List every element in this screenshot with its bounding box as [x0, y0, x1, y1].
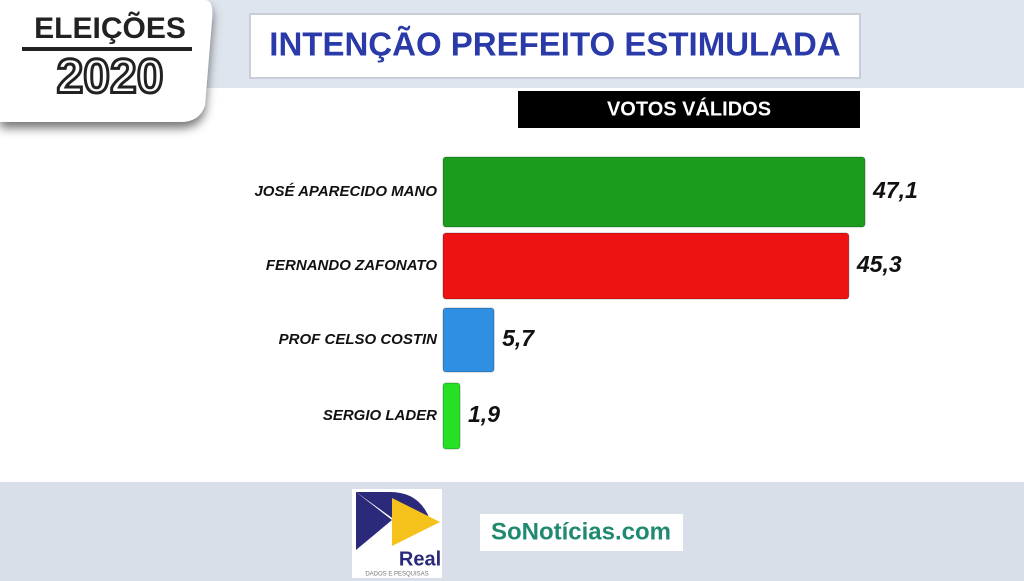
chart-title: INTENÇÃO PREFEITO ESTIMULADA: [269, 26, 840, 63]
badge: [0, 0, 213, 122]
badge-rule: [22, 47, 192, 51]
title-box: [249, 13, 861, 79]
bar: [442, 382, 461, 450]
badge-top: ELEIÇÕES: [34, 11, 186, 45]
subtitle-box: [518, 91, 860, 128]
subtitle: VOTOS VÁLIDOS: [607, 97, 771, 120]
bar: [442, 232, 850, 300]
pollster-tagline: DADOS E PESQUISAS: [365, 572, 428, 578]
badge-bottom: 2020: [57, 51, 164, 104]
logo-shape: [356, 492, 392, 550]
category-label: PROF CELSO COSTIN: [279, 331, 439, 348]
outlet-name: SoNotícias.com: [491, 518, 671, 545]
bar: [442, 156, 866, 228]
value-label: 45,3: [856, 251, 902, 277]
category-label: FERNANDO ZAFONATO: [266, 257, 437, 274]
logo-shape: [392, 498, 440, 546]
value-label: 47,1: [872, 177, 918, 203]
category-label: JOSÉ APARECIDO MANO: [254, 183, 437, 200]
pollster-name: Real: [399, 548, 441, 570]
outlet-logo: [480, 514, 683, 551]
bar: [442, 307, 495, 373]
value-label: 1,9: [468, 401, 500, 427]
category-label: SERGIO LADER: [323, 407, 437, 424]
value-label: 5,7: [502, 325, 535, 351]
